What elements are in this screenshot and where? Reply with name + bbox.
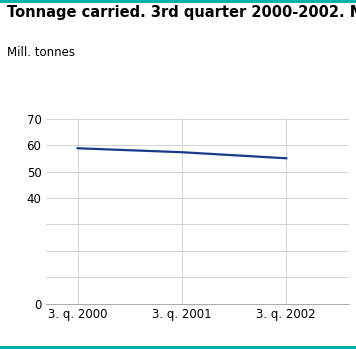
Text: Tonnage carried. 3rd quarter 2000-2002. Million tonnes: Tonnage carried. 3rd quarter 2000-2002. … (7, 5, 356, 20)
Text: Mill. tonnes: Mill. tonnes (7, 46, 75, 59)
